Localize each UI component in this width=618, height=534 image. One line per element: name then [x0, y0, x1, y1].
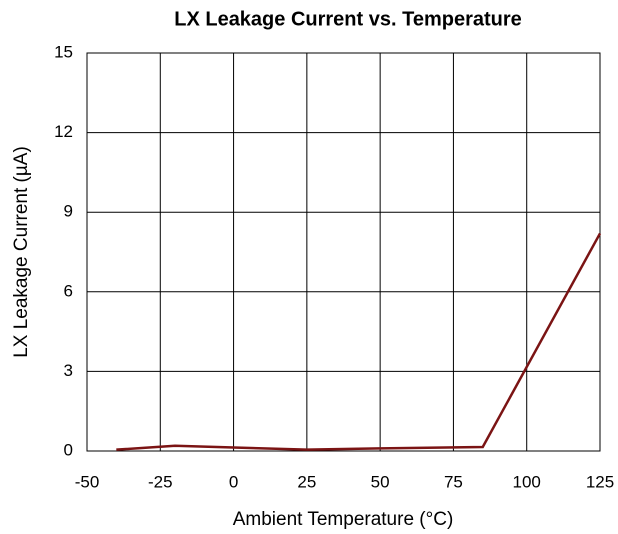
chart-title: LX Leakage Current vs. Temperature	[174, 8, 522, 30]
x-tick-label: 100	[513, 472, 541, 491]
x-tick-label: 0	[229, 472, 238, 491]
data-line	[116, 232, 602, 451]
y-tick-label: 15	[54, 42, 73, 61]
y-tick-label: 9	[64, 202, 73, 221]
y-tick-label: 3	[64, 361, 73, 380]
y-axis-label: LX Leakage Current (µA)	[11, 146, 32, 358]
y-tick-label: 6	[64, 281, 73, 300]
x-axis-label: Ambient Temperature (°C)	[233, 509, 454, 530]
x-tick-label: 125	[586, 472, 614, 491]
y-tick-label: 12	[54, 122, 73, 141]
plot-border	[86, 52, 601, 452]
x-tick-label: -50	[75, 472, 100, 491]
x-tick-label: 25	[297, 472, 316, 491]
x-tick-label: 75	[444, 472, 463, 491]
x-tick-label: 50	[371, 472, 390, 491]
y-tick-label: 0	[64, 440, 73, 459]
x-tick-label: -25	[148, 472, 173, 491]
